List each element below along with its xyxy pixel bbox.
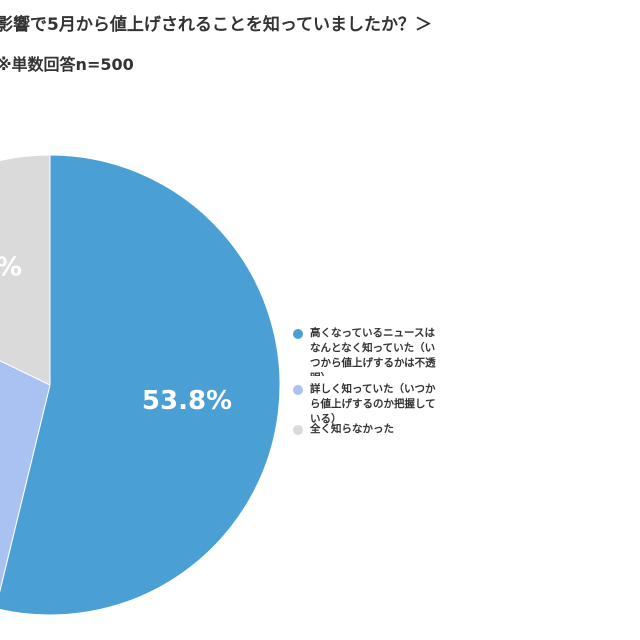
chart-title: 影響で5月から値上げされることを知っていましたか？＞ [0, 14, 432, 35]
legend-swatch [293, 329, 303, 339]
legend-label: 全く知らなかった [310, 423, 394, 435]
legend-label: 高くなっているニュースはなんとなく知っていた（いつから値上げするかは不透明） [310, 327, 436, 376]
value-label: 53.8% [142, 386, 232, 416]
legend-item: 高くなっているニュースはなんとなく知っていた（いつから値上げするかは不透明） [310, 327, 436, 376]
pie-slice [0, 154, 51, 386]
legend-item: 全く知らなかった [310, 423, 394, 435]
legend-swatch [293, 425, 303, 435]
legend-item: 詳しく知っていた（いつから値上げするのか把握している） [310, 383, 436, 425]
value-label: 17.8% [0, 253, 22, 283]
legend-swatch [293, 385, 303, 395]
pie-slice [0, 154, 281, 616]
pie-slice [0, 360, 51, 593]
chart-subtitle: ※単数回答n=500 [0, 55, 134, 74]
legend-label: 詳しく知っていた（いつから値上げするのか把握している） [310, 383, 436, 425]
